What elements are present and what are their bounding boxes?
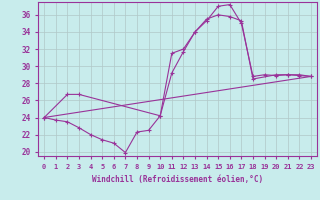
X-axis label: Windchill (Refroidissement éolien,°C): Windchill (Refroidissement éolien,°C) bbox=[92, 175, 263, 184]
